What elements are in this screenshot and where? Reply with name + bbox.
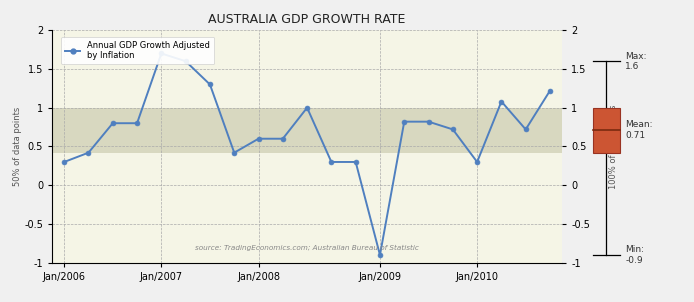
Title: AUSTRALIA GDP GROWTH RATE: AUSTRALIA GDP GROWTH RATE: [208, 13, 406, 26]
Bar: [593, 108, 620, 153]
Bar: [52, 108, 562, 153]
Text: Max:
1.6: Max: 1.6: [625, 52, 647, 71]
Text: Min:
-0.9: Min: -0.9: [625, 245, 644, 265]
Text: source: TradingEconomics.com; Australian Bureau of Statistic: source: TradingEconomics.com; Australian…: [195, 245, 419, 251]
Text: 50% of data points: 50% of data points: [13, 107, 22, 186]
Text: Mean:
0.71: Mean: 0.71: [625, 120, 653, 140]
Legend: Annual GDP Growth Adjusted
by Inflation: Annual GDP Growth Adjusted by Inflation: [61, 37, 214, 64]
Text: 100% of data points: 100% of data points: [609, 104, 618, 189]
